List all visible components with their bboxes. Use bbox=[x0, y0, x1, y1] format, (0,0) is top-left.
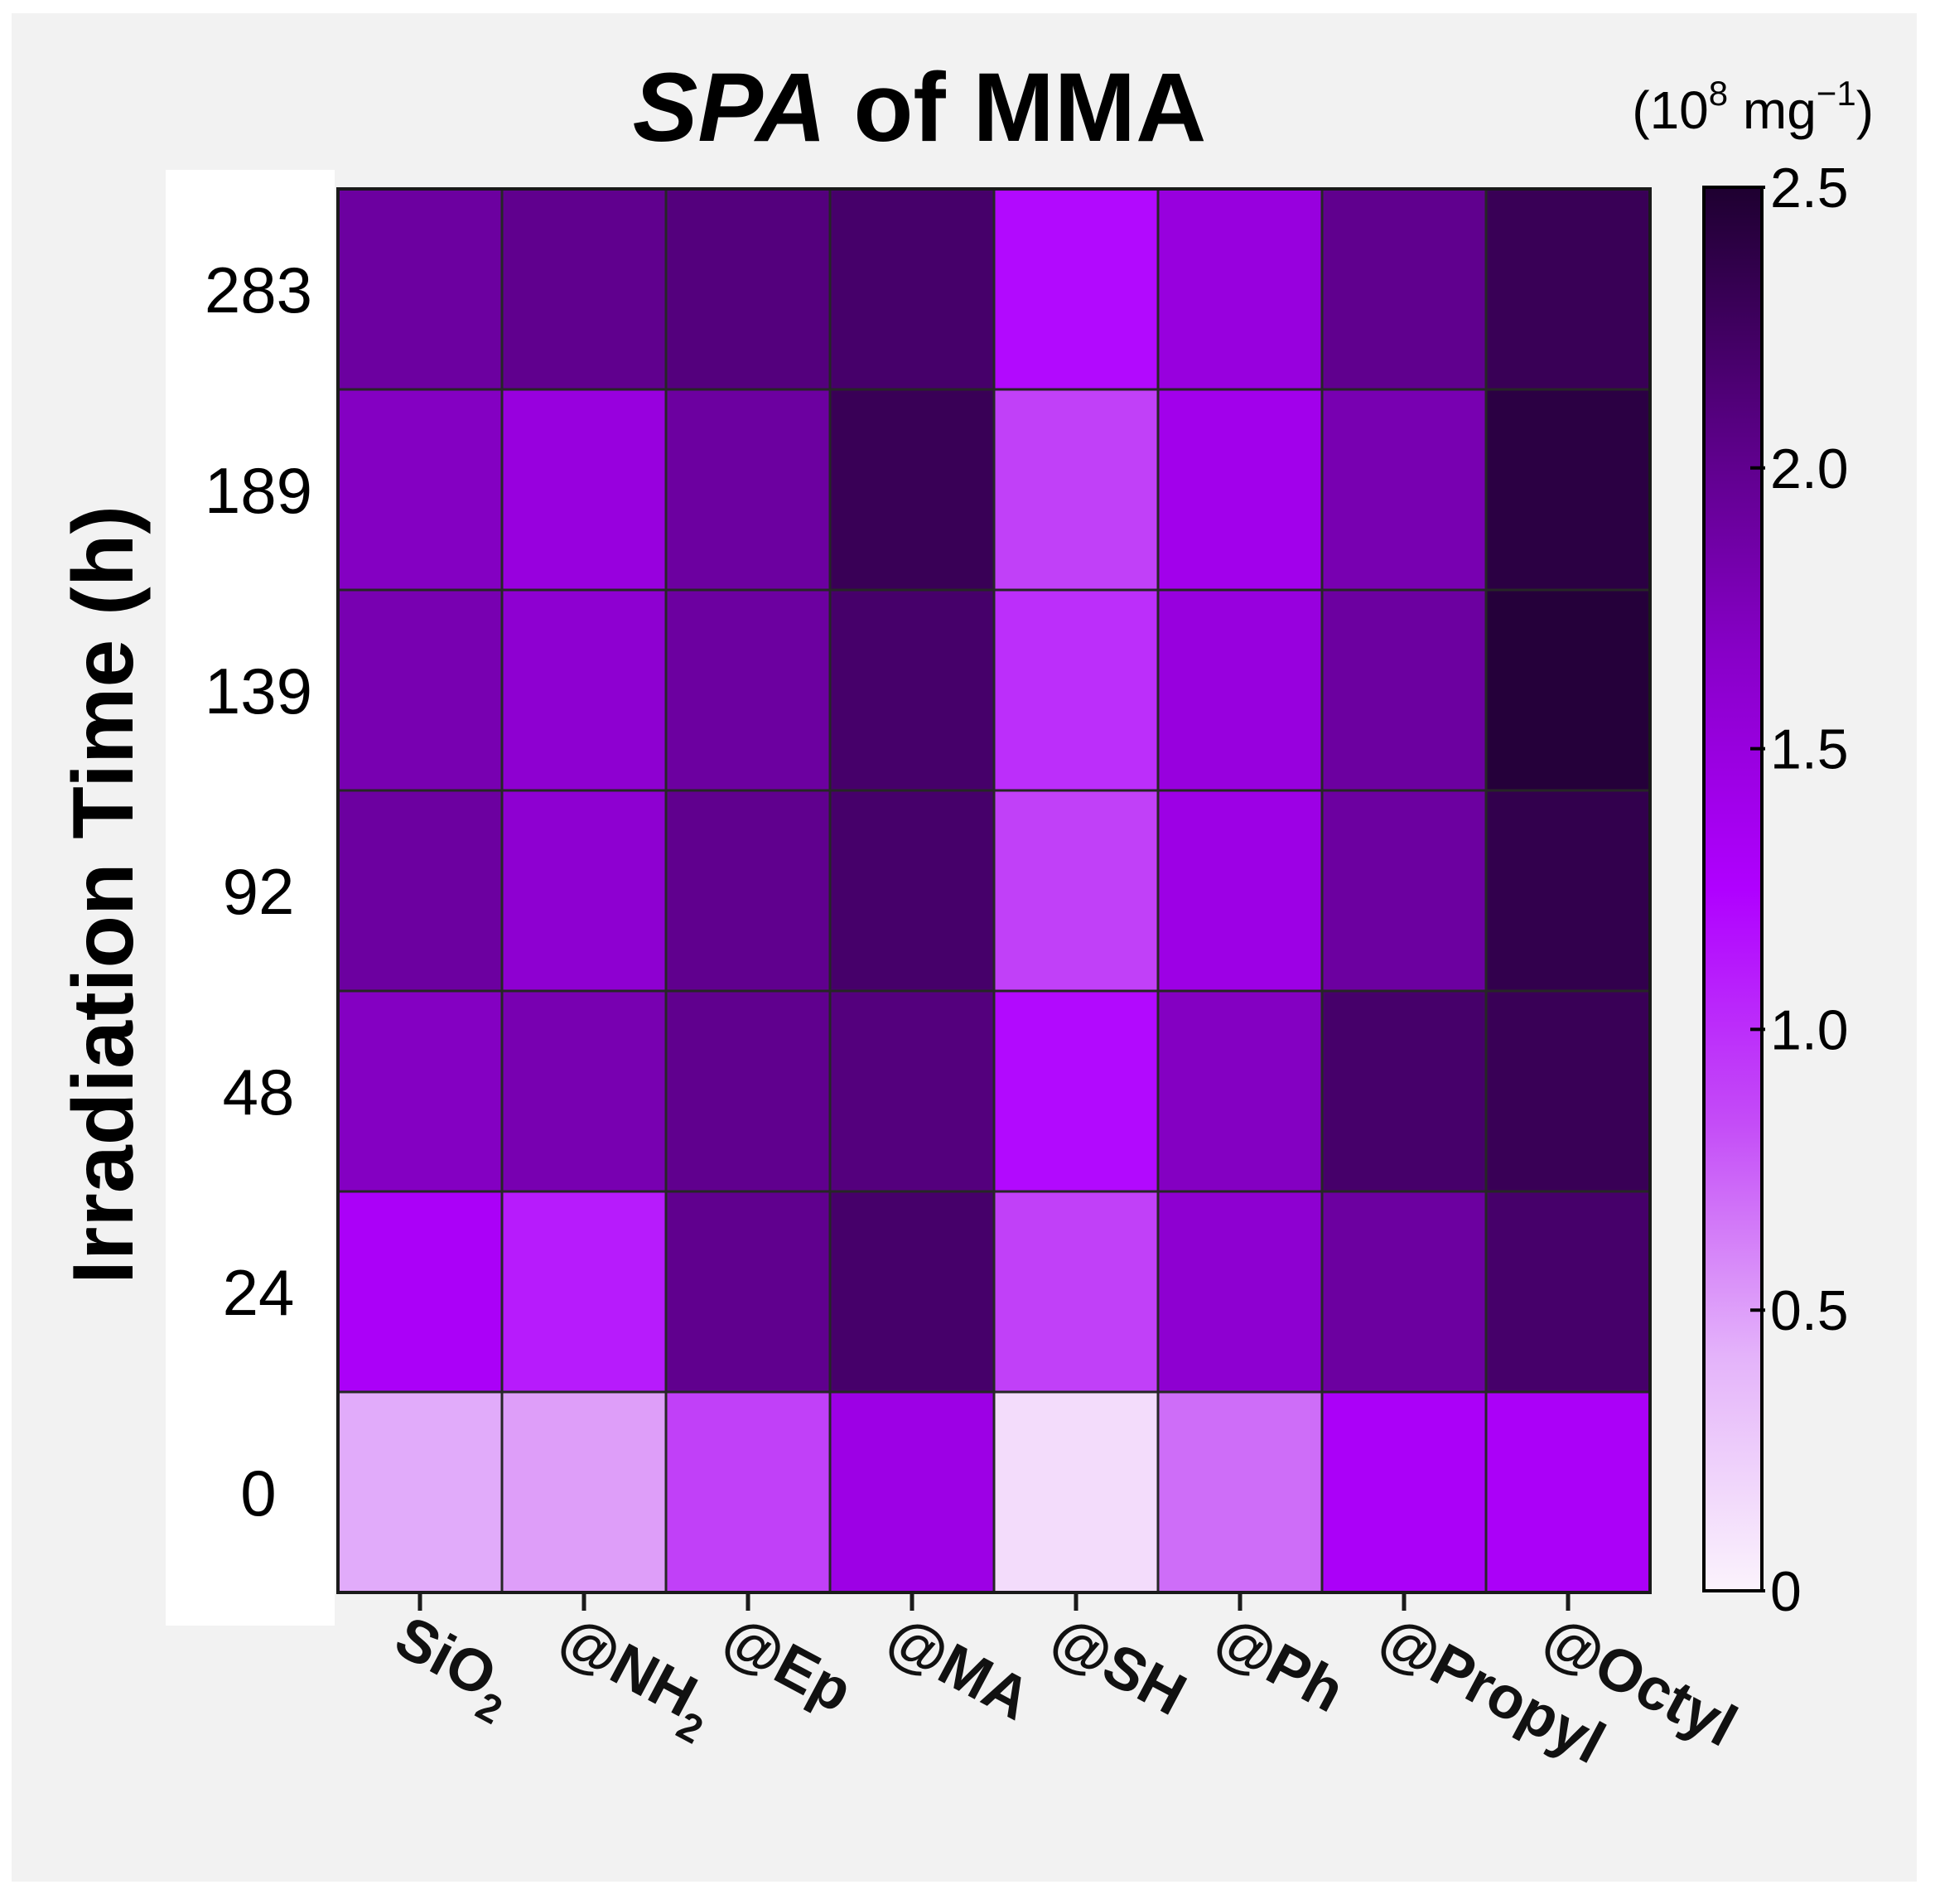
heatmap-cell bbox=[1156, 388, 1324, 592]
heatmap-cell bbox=[992, 989, 1160, 1193]
heatmap-cell bbox=[500, 1390, 668, 1594]
heatmap-cell bbox=[1156, 989, 1324, 1193]
heatmap-cell bbox=[336, 989, 504, 1193]
heatmap-cell bbox=[500, 989, 668, 1193]
heatmap-cell bbox=[992, 1390, 1160, 1594]
y-axis-title: Irradiation Time (h) bbox=[55, 505, 152, 1284]
heatmap-cell bbox=[1320, 388, 1488, 592]
heatmap-cell bbox=[992, 789, 1160, 993]
colorbar-gradient bbox=[1702, 186, 1764, 1592]
y-tick-label: 24 bbox=[223, 1256, 295, 1329]
plot-frame bbox=[336, 187, 1652, 1594]
heatmap-cell bbox=[828, 588, 996, 792]
heatmap-cell bbox=[992, 187, 1160, 391]
heatmap-cell bbox=[1484, 588, 1652, 792]
heatmap-cell bbox=[664, 1390, 832, 1594]
heatmap-cell bbox=[1156, 1390, 1324, 1594]
heatmap-cell bbox=[664, 588, 832, 792]
heatmap-cell bbox=[1484, 388, 1652, 592]
heatmap-cell bbox=[1320, 789, 1488, 993]
heatmap-cell bbox=[1156, 789, 1324, 993]
heatmap-cell bbox=[1156, 187, 1324, 391]
colorbar-tick-label: 0 bbox=[1770, 1560, 1802, 1623]
heatmap-cells bbox=[336, 187, 1652, 1594]
x-tick-label: @SH bbox=[1040, 1603, 1196, 1728]
heatmap-cell bbox=[500, 187, 668, 391]
chart-title-rest: of MMA bbox=[827, 53, 1207, 162]
heatmap-cell bbox=[336, 1390, 504, 1594]
colorbar-tick-label: 0.5 bbox=[1770, 1279, 1849, 1342]
x-tick-label: @Ep bbox=[712, 1603, 862, 1725]
heatmap-cell bbox=[1484, 1390, 1652, 1594]
heatmap-cell bbox=[1320, 989, 1488, 1193]
heatmap-cell bbox=[336, 1190, 504, 1394]
heatmap-cell bbox=[828, 989, 996, 1193]
heatmap-cell bbox=[664, 187, 832, 391]
heatmap-cell bbox=[992, 388, 1160, 592]
chart-title-italic: SPA bbox=[633, 53, 827, 162]
colorbar-tick-label: 1.5 bbox=[1770, 718, 1849, 781]
x-tick-label: @NH2 bbox=[543, 1603, 727, 1752]
heatmap-cell bbox=[828, 1190, 996, 1394]
heatmap-cell bbox=[336, 588, 504, 792]
colorbar-tick-label: 2.0 bbox=[1770, 437, 1849, 500]
heatmap-cell bbox=[664, 789, 832, 993]
heatmap-cell bbox=[664, 388, 832, 592]
heatmap-cell bbox=[1484, 1190, 1652, 1394]
colorbar: 0 0.5 1.0 1.5 2.0 2.5 bbox=[1702, 157, 1849, 1623]
x-tick-labels: SiO2 @NH2@Ep @MA @SH @Ph @Propyl@Octyl bbox=[379, 1592, 1747, 1776]
heatmap-cell bbox=[1156, 1190, 1324, 1394]
x-tick-label: @MA bbox=[876, 1603, 1040, 1732]
x-tick-label: @Ph bbox=[1204, 1603, 1354, 1725]
heatmap-cell bbox=[1320, 187, 1488, 391]
heatmap-cell bbox=[664, 989, 832, 1193]
heatmap-cell bbox=[992, 1190, 1160, 1394]
y-tick-label: 283 bbox=[205, 254, 312, 326]
heatmap-cell bbox=[500, 588, 668, 792]
heatmap-cell bbox=[828, 1390, 996, 1594]
y-tick-label: 139 bbox=[205, 655, 312, 727]
heatmap-cell bbox=[828, 187, 996, 391]
heatmap-cell bbox=[1320, 1190, 1488, 1394]
heatmap-cell bbox=[500, 1190, 668, 1394]
heatmap-cell bbox=[500, 789, 668, 993]
ylabel-panel bbox=[166, 170, 335, 1626]
heatmap-cell bbox=[828, 789, 996, 993]
y-tick-label: 189 bbox=[205, 454, 312, 527]
colorbar-tick-label: 2.5 bbox=[1770, 157, 1849, 220]
heatmap-cell bbox=[1320, 1390, 1488, 1594]
heatmap-cell bbox=[992, 588, 1160, 792]
heatmap-cell bbox=[336, 187, 504, 391]
y-tick-label: 48 bbox=[223, 1056, 295, 1128]
heatmap-cell bbox=[1320, 588, 1488, 792]
heatmap-cell bbox=[1484, 187, 1652, 391]
heatmap-cell bbox=[1484, 789, 1652, 993]
y-tick-labels: 283 189 139 92 48 24 0 bbox=[205, 254, 312, 1529]
heatmap-cell bbox=[336, 388, 504, 592]
heatmap-cell bbox=[500, 388, 668, 592]
heatmap-cell bbox=[1484, 989, 1652, 1193]
y-tick-label: 92 bbox=[223, 855, 295, 928]
heatmap-cell bbox=[828, 388, 996, 592]
y-tick-label: 0 bbox=[240, 1457, 276, 1529]
colorbar-unit: (108 mg−1) bbox=[1632, 74, 1874, 140]
heatmap-cell bbox=[664, 1190, 832, 1394]
heatmap-cell bbox=[336, 789, 504, 993]
colorbar-tick-label: 1.0 bbox=[1770, 998, 1849, 1061]
x-tick-label: SiO2 bbox=[379, 1603, 527, 1732]
chart-title: SPA of MMA bbox=[633, 53, 1207, 162]
heatmap-cell bbox=[1156, 588, 1324, 792]
